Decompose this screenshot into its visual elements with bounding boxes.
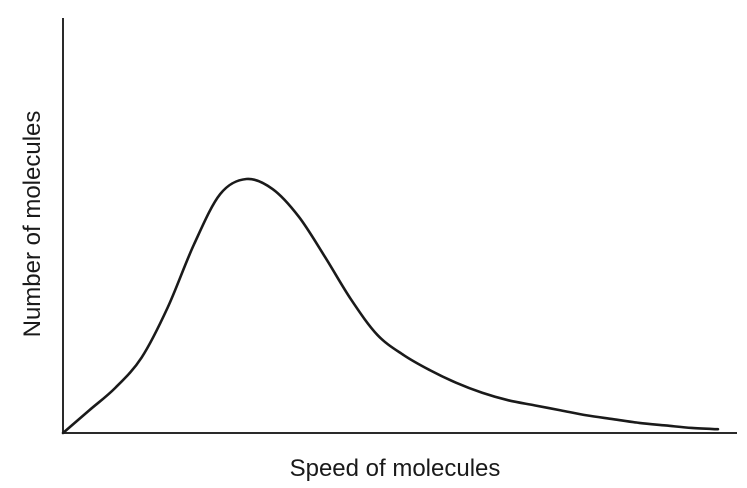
series-layer [61, 177, 720, 435]
distribution-curve-0 [61, 177, 720, 435]
y-axis-label: Number of molecules [19, 111, 46, 338]
x-axis-label: Speed of molecules [290, 455, 501, 482]
